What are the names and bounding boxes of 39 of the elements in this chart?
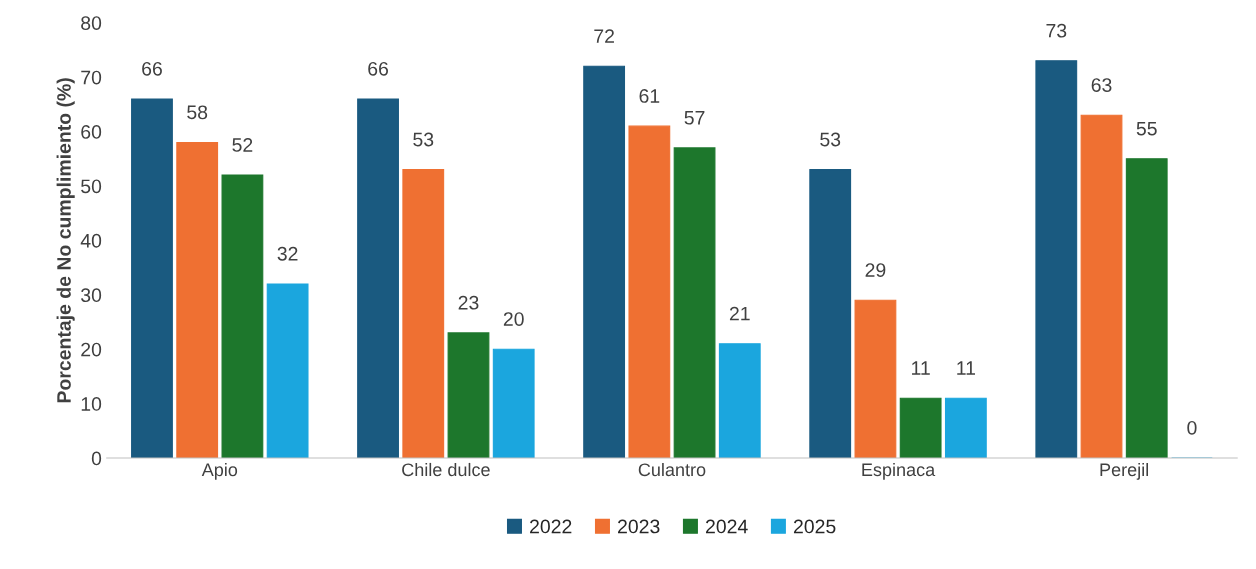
data-label: 73 <box>1046 23 1067 38</box>
data-label: 58 <box>187 105 208 120</box>
x-tick-label: Culantro <box>638 462 706 477</box>
data-label: 52 <box>232 138 253 152</box>
x-tick-label: Chile dulce <box>402 462 490 477</box>
y-tick-label: 80 <box>81 16 102 30</box>
data-label: 21 <box>729 306 750 321</box>
legend-label: 2025 <box>793 519 836 534</box>
legend-label: 2024 <box>705 519 748 534</box>
y-tick-label: 30 <box>81 288 102 303</box>
y-tick-label: 10 <box>81 397 102 411</box>
data-label: 20 <box>503 312 524 326</box>
data-label: 72 <box>594 29 614 43</box>
y-tick-label: 40 <box>80 233 102 248</box>
y-tick-label: 60 <box>81 125 102 139</box>
y-tick-label: 0 <box>91 451 102 466</box>
data-label: 29 <box>865 263 886 277</box>
data-label: 57 <box>684 111 705 125</box>
y-tick-label: 20 <box>81 342 102 357</box>
data-label: 55 <box>1136 121 1157 136</box>
y-tick-label: 70 <box>81 70 102 85</box>
y-axis-title: Porcentaje de No cumplimiento (%) <box>56 78 75 403</box>
data-label: 53 <box>413 132 434 147</box>
data-label: 66 <box>142 61 162 76</box>
data-label: 0 <box>1187 420 1197 435</box>
data-label: 11 <box>912 361 930 375</box>
data-label: 66 <box>368 61 389 76</box>
legend-label: 2023 <box>618 519 660 534</box>
x-tick-label: Apio <box>201 462 238 480</box>
data-label: 32 <box>277 246 298 261</box>
data-label: 61 <box>639 89 660 103</box>
data-label: 63 <box>1091 78 1112 92</box>
x-tick-label: Perejil <box>1100 462 1148 480</box>
legend-label: 2022 <box>530 519 572 534</box>
data-label: 11 <box>957 361 976 375</box>
y-tick-label: 50 <box>81 179 102 194</box>
data-label: 23 <box>458 295 479 310</box>
x-tick-label: Espinaca <box>862 462 936 480</box>
data-label: 53 <box>820 132 841 147</box>
